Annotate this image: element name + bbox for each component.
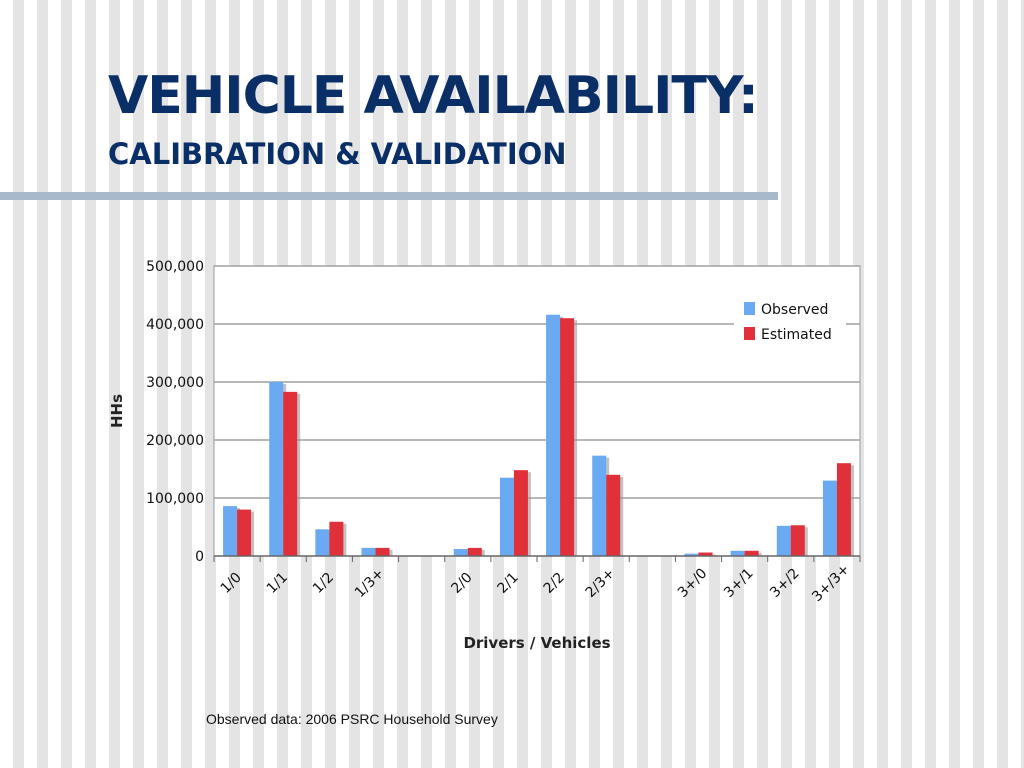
y-tick-label: 100,000 xyxy=(146,491,204,507)
bar-estimated-2/1 xyxy=(513,470,528,556)
x-tick-label: 2/3+ xyxy=(583,565,619,601)
legend-label-observed: Observed xyxy=(761,302,828,318)
bar-observed-2/2 xyxy=(546,314,561,556)
x-tick-label: 3+/3+ xyxy=(809,561,853,605)
x-tick-label: 1/2 xyxy=(310,570,337,597)
x-tick-label: 2/0 xyxy=(448,570,475,597)
x-tick-label: 3+/0 xyxy=(675,565,711,601)
slide-title: VEHICLE AVAILABILITY: xyxy=(108,66,759,126)
bar-observed-1/2 xyxy=(315,529,330,556)
y-tick-label: 300,000 xyxy=(146,375,204,391)
bar-observed-3+/3+ xyxy=(822,480,837,556)
slide-subtitle: CALIBRATION & VALIDATION xyxy=(108,137,567,171)
legend-label-estimated: Estimated xyxy=(761,327,832,343)
bar-observed-1/1 xyxy=(269,382,284,556)
y-tick-label: 500,000 xyxy=(146,259,204,275)
x-tick-label: 3+/1 xyxy=(721,565,757,601)
bar-estimated-2/0 xyxy=(467,547,482,556)
legend-swatch-observed xyxy=(744,302,755,315)
footnote: Observed data: 2006 PSRC Household Surve… xyxy=(206,711,498,727)
title-divider xyxy=(0,192,778,200)
x-tick-label: 1/1 xyxy=(264,570,291,597)
bar-estimated-3+/2 xyxy=(790,525,805,556)
y-axis-label: HHs xyxy=(108,394,126,428)
bar-estimated-1/2 xyxy=(329,521,344,556)
bar-estimated-1/0 xyxy=(237,509,252,556)
y-tick-label: 400,000 xyxy=(146,317,204,333)
bar-observed-3+/2 xyxy=(776,525,791,556)
bar-estimated-3+/1 xyxy=(744,550,759,556)
x-tick-label: 1/3+ xyxy=(352,565,388,601)
bar-observed-2/1 xyxy=(499,477,514,556)
bar-estimated-1/3+ xyxy=(375,547,390,556)
bar-estimated-2/2 xyxy=(560,318,575,556)
x-tick-label: 2/1 xyxy=(494,570,521,597)
chart-legend: Observed Estimated xyxy=(734,294,846,346)
bar-estimated-3+/0 xyxy=(698,552,713,556)
bar-observed-1/0 xyxy=(223,506,238,556)
bar-observed-3+/0 xyxy=(684,553,699,556)
bar-estimated-2/3+ xyxy=(606,474,621,556)
legend-swatch-estimated xyxy=(744,327,755,340)
x-tick-label: 2/2 xyxy=(541,570,568,597)
bar-observed-2/3+ xyxy=(592,455,607,556)
x-tick-label: 3+/2 xyxy=(767,565,803,601)
y-tick-label: 200,000 xyxy=(146,433,204,449)
bar-observed-2/0 xyxy=(453,549,468,556)
bar-estimated-3+/3+ xyxy=(836,463,851,556)
bar-observed-3+/1 xyxy=(730,550,745,556)
y-tick-label: 0 xyxy=(195,549,204,565)
bar-estimated-1/1 xyxy=(283,391,298,556)
bar-observed-1/3+ xyxy=(361,547,376,556)
x-tick-label: 1/0 xyxy=(218,570,245,597)
x-axis-label: Drivers / Vehicles xyxy=(463,634,610,652)
